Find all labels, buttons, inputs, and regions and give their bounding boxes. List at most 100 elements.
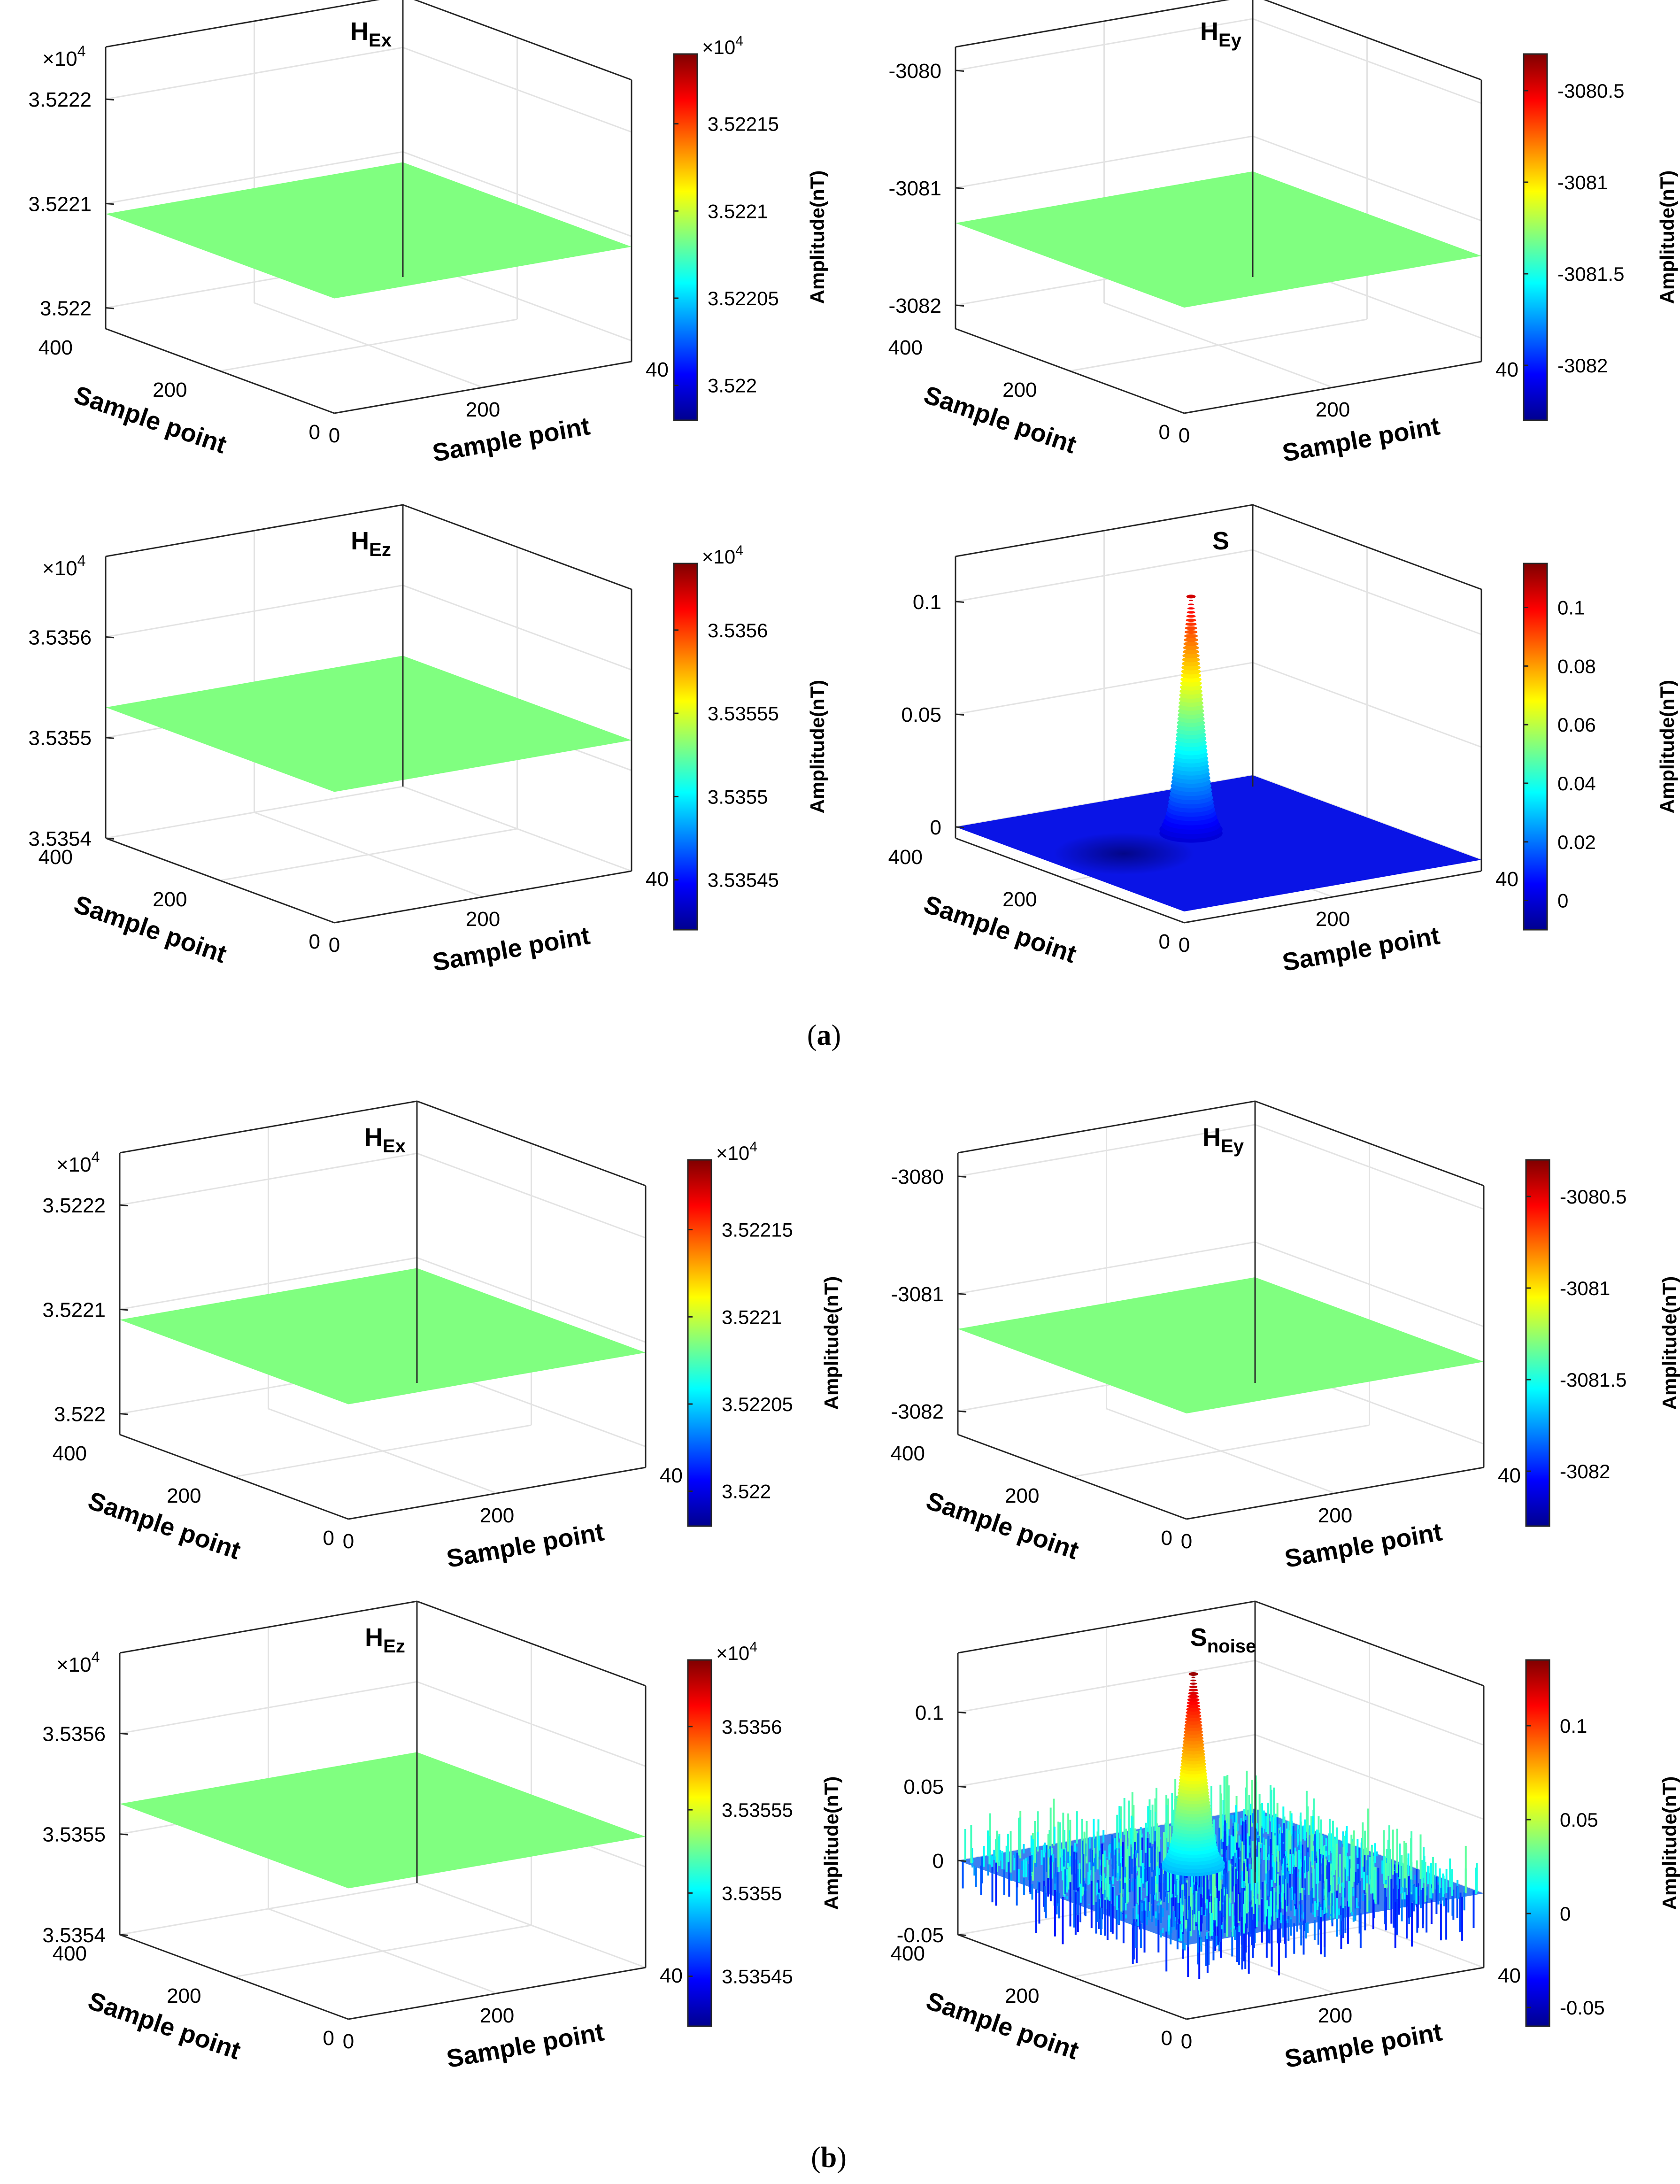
z-tick-label: 0.05 xyxy=(901,703,941,726)
colorbar-exponent-power: 4 xyxy=(735,543,743,558)
x-tick-label: 40 xyxy=(1498,1964,1521,1987)
colorbar-tick-label: 3.52205 xyxy=(722,1393,793,1415)
colorbar-tick-label: 3.53555 xyxy=(708,702,779,725)
x-tick-label: 0 xyxy=(1181,1530,1192,1553)
z-tick-label: 0.05 xyxy=(903,1775,944,1798)
chart-title-subscript: Ex xyxy=(383,1136,406,1157)
peak-slice xyxy=(1190,1679,1196,1682)
colorbar-tick-label: 0.1 xyxy=(1560,1715,1587,1737)
y-axis-label: Sample point xyxy=(923,1486,1082,1565)
chart-title-subscript: noise xyxy=(1207,1636,1256,1657)
z-exponent-label: ×104 xyxy=(56,1649,100,1676)
z-tick-label: 3.5355 xyxy=(28,727,92,750)
z-tick-mark xyxy=(119,1204,129,1207)
colorbar-tick-label: 3.52215 xyxy=(722,1219,793,1241)
z-tick-label: 0 xyxy=(932,1850,944,1873)
colorbar-tick-label: 3.5356 xyxy=(722,1716,782,1738)
colorbar-exponent-label: ×104 xyxy=(716,1639,757,1664)
colorbar-tick-label: 3.5221 xyxy=(722,1306,782,1328)
surface-plane xyxy=(120,1268,646,1405)
colorbar-tick-label: -3080.5 xyxy=(1560,1186,1626,1208)
colorbar-tick-label: 3.52205 xyxy=(708,287,779,309)
peak-slice xyxy=(1186,1707,1201,1712)
surface-dip xyxy=(1053,832,1194,875)
colorbar-tick-label: -3081 xyxy=(1560,1277,1610,1299)
y-axis-line xyxy=(105,837,335,924)
z-tick-mark xyxy=(105,202,115,205)
z-tick-label: -3081 xyxy=(888,177,941,200)
peak-slice xyxy=(1188,1689,1198,1692)
colorbar-tick-label: -3082 xyxy=(1557,355,1608,377)
peak-slice xyxy=(1185,626,1197,630)
y-axis-line xyxy=(119,1934,349,2020)
z-tick-mark xyxy=(957,1293,967,1295)
x-tick-label: 0 xyxy=(1179,934,1190,957)
y-tick-label: 200 xyxy=(167,1484,201,1507)
colorbar-exponent-label: ×104 xyxy=(716,1139,757,1164)
z-tick-mark xyxy=(105,98,115,101)
z-tick-label: 0 xyxy=(930,816,941,839)
peak-slice xyxy=(1183,645,1199,650)
colorbar-label: Amplitude(nT) xyxy=(1658,1276,1680,1410)
colorbar-tick-label: -0.05 xyxy=(1560,1997,1605,2019)
x-axis-line xyxy=(1184,361,1482,414)
z-tick-label: 3.5222 xyxy=(42,1194,106,1217)
z-exponent-label: ×104 xyxy=(42,552,85,580)
colorbar-label: Amplitude(nT) xyxy=(820,1776,842,1910)
peak-slice xyxy=(1182,657,1200,663)
x-tick-label: 40 xyxy=(1495,358,1518,381)
z-exponent-power: 4 xyxy=(92,1149,100,1165)
grid-line-floor-b xyxy=(1106,1408,1336,1494)
x-axis-line xyxy=(1184,870,1482,924)
z-tick-label: 3.5354 xyxy=(28,827,92,850)
y-tick-label: 400 xyxy=(888,846,923,869)
y-axis-label: Sample point xyxy=(85,1986,244,2065)
peak-slice xyxy=(1188,1691,1199,1695)
y-tick-label: 400 xyxy=(891,1942,925,1965)
chart-panel-b3: 3.5356 3.5355 3.5354 ×104 400 200 0 0 200 40 Sampl… xyxy=(42,1600,842,2073)
y-tick-label: 200 xyxy=(153,378,187,401)
x-tick-label: 0 xyxy=(329,934,340,957)
x-axis-line xyxy=(334,361,632,414)
peak-slice xyxy=(1186,1710,1201,1715)
z-tick-mark xyxy=(119,1413,129,1415)
colorbar-tick-label: 3.5355 xyxy=(708,786,768,808)
x-tick-label: 200 xyxy=(1316,908,1350,931)
x-axis-label: Sample point xyxy=(1283,2018,1444,2073)
y-tick-label: 0 xyxy=(1159,930,1170,953)
peak-slice xyxy=(1187,1704,1201,1708)
chart-title-subscript: Ex xyxy=(369,30,392,51)
y-axis-line xyxy=(957,1434,1187,1520)
colorbar-label: Amplitude(nT) xyxy=(1656,680,1678,814)
peak-slice xyxy=(1184,634,1198,638)
x-tick-label: 0 xyxy=(329,424,340,447)
z-tick-label: 3.522 xyxy=(54,1403,106,1426)
x-axis-line xyxy=(334,870,632,924)
y-tick-label: 200 xyxy=(1005,1984,1039,2007)
y-axis-label: Sample point xyxy=(70,380,230,459)
colorbar-exponent-power: 4 xyxy=(735,33,743,49)
colorbar-tick-label: 0.02 xyxy=(1557,831,1596,853)
colorbar-exponent-power: 4 xyxy=(749,1139,757,1155)
chart-title: Snoise xyxy=(1190,1623,1256,1657)
colorbar-tick-label: 3.522 xyxy=(708,375,757,397)
colorbar-tick-label: 0.06 xyxy=(1557,714,1596,736)
y-tick-label: 400 xyxy=(53,1942,87,1965)
y-tick-label: 200 xyxy=(153,888,187,911)
peak-slice xyxy=(1189,1682,1197,1685)
x-axis-label: Sample point xyxy=(445,2018,606,2073)
colorbar-label: Amplitude(nT) xyxy=(806,170,828,304)
colorbar xyxy=(673,563,698,931)
colorbar xyxy=(687,1159,712,1527)
z-tick-mark xyxy=(955,69,964,72)
z-exponent-label: ×104 xyxy=(42,43,85,70)
chart-panel-a2: -3080 -3081 -3082 400 200 0 0 200 40 Sample point… xyxy=(888,0,1678,467)
surface-plane xyxy=(958,1277,1484,1413)
y-tick-label: 200 xyxy=(1002,378,1037,401)
z-tick-mark xyxy=(105,636,115,639)
peak-top xyxy=(1188,1672,1198,1676)
chart-title-subscript: Ez xyxy=(383,1636,405,1657)
chart-panel-a1: 3.5222 3.5221 3.522 ×104 400 200 0 0 200 40 Sample… xyxy=(28,0,828,467)
x-tick-label: 0 xyxy=(1181,2030,1192,2053)
